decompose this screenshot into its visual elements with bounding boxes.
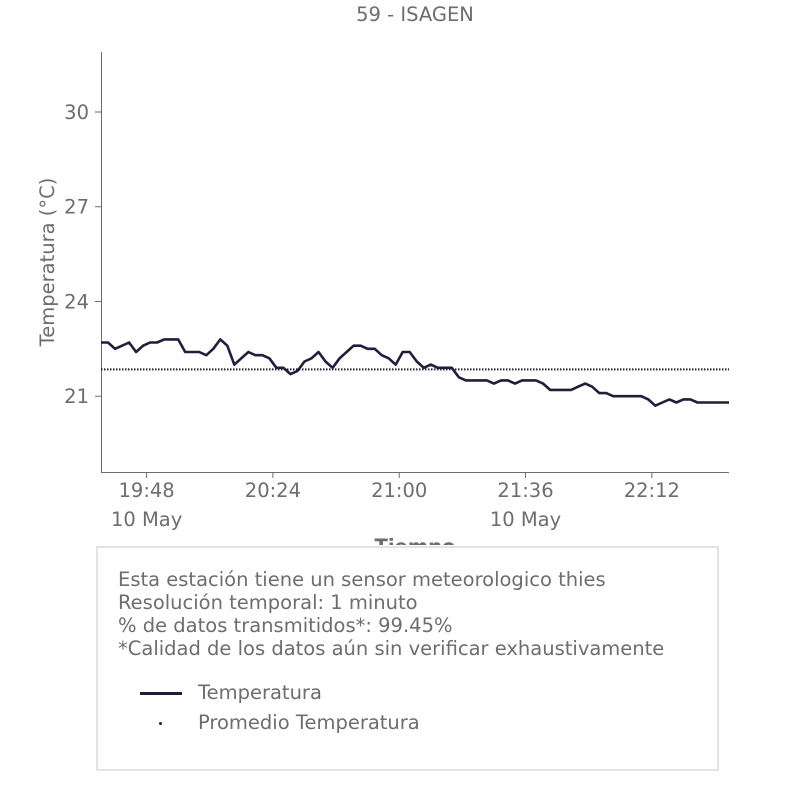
- y-tick-label: 21: [64, 385, 89, 408]
- legend-line-swatch: [140, 692, 182, 695]
- x-ticks: 19:48 10 May 20:24 21:00 21:36 10 May 22:12: [111, 472, 680, 531]
- legend-label: Promedio Temperatura: [198, 711, 420, 734]
- x-tick-label: 21:00: [371, 479, 427, 502]
- x-tick-label: 19:48: [119, 479, 175, 502]
- x-tick-date-label: 10 May: [111, 508, 182, 531]
- series-layer: [101, 338, 729, 408]
- y-tick-label: 24: [64, 290, 89, 313]
- chart-title: 59 - ISAGEN: [356, 3, 474, 26]
- legend-item-promedio: Promedio Temperatura: [138, 708, 538, 738]
- x-tick-label: 21:36: [497, 479, 553, 502]
- temperature-series-line: [101, 338, 729, 408]
- data-quality-note: *Calidad de los datos aún sin verificar …: [118, 637, 665, 660]
- temporal-resolution-text: Resolución temporal: 1 minuto: [118, 591, 418, 614]
- station-sensor-text: Esta estación tiene un sensor meteorolog…: [118, 568, 606, 591]
- legend-item-temperatura: Temperatura: [138, 678, 538, 708]
- y-axis-label: Temperatura (°C): [36, 178, 59, 348]
- x-tick-label: 22:12: [624, 479, 680, 502]
- y-tick-label: 30: [64, 101, 89, 124]
- x-tick-label: 20:24: [245, 479, 301, 502]
- temperature-chart: 59 - ISAGEN 21 24 27 30 19:48 10 May 20:24 21:…: [36, 3, 729, 545]
- legend-label: Temperatura: [198, 681, 322, 704]
- x-tick-date-label: 10 May: [490, 508, 561, 531]
- x-axis-label: Tiempo: [375, 535, 456, 545]
- transmitted-data-text: % de datos transmitidos*: 99.45%: [118, 614, 453, 637]
- legend-dot-swatch: [159, 722, 162, 725]
- y-tick-label: 27: [64, 196, 89, 219]
- info-legend-box: Esta estación tiene un sensor meteorolog…: [96, 546, 719, 771]
- y-ticks: 21 24 27 30: [64, 101, 101, 408]
